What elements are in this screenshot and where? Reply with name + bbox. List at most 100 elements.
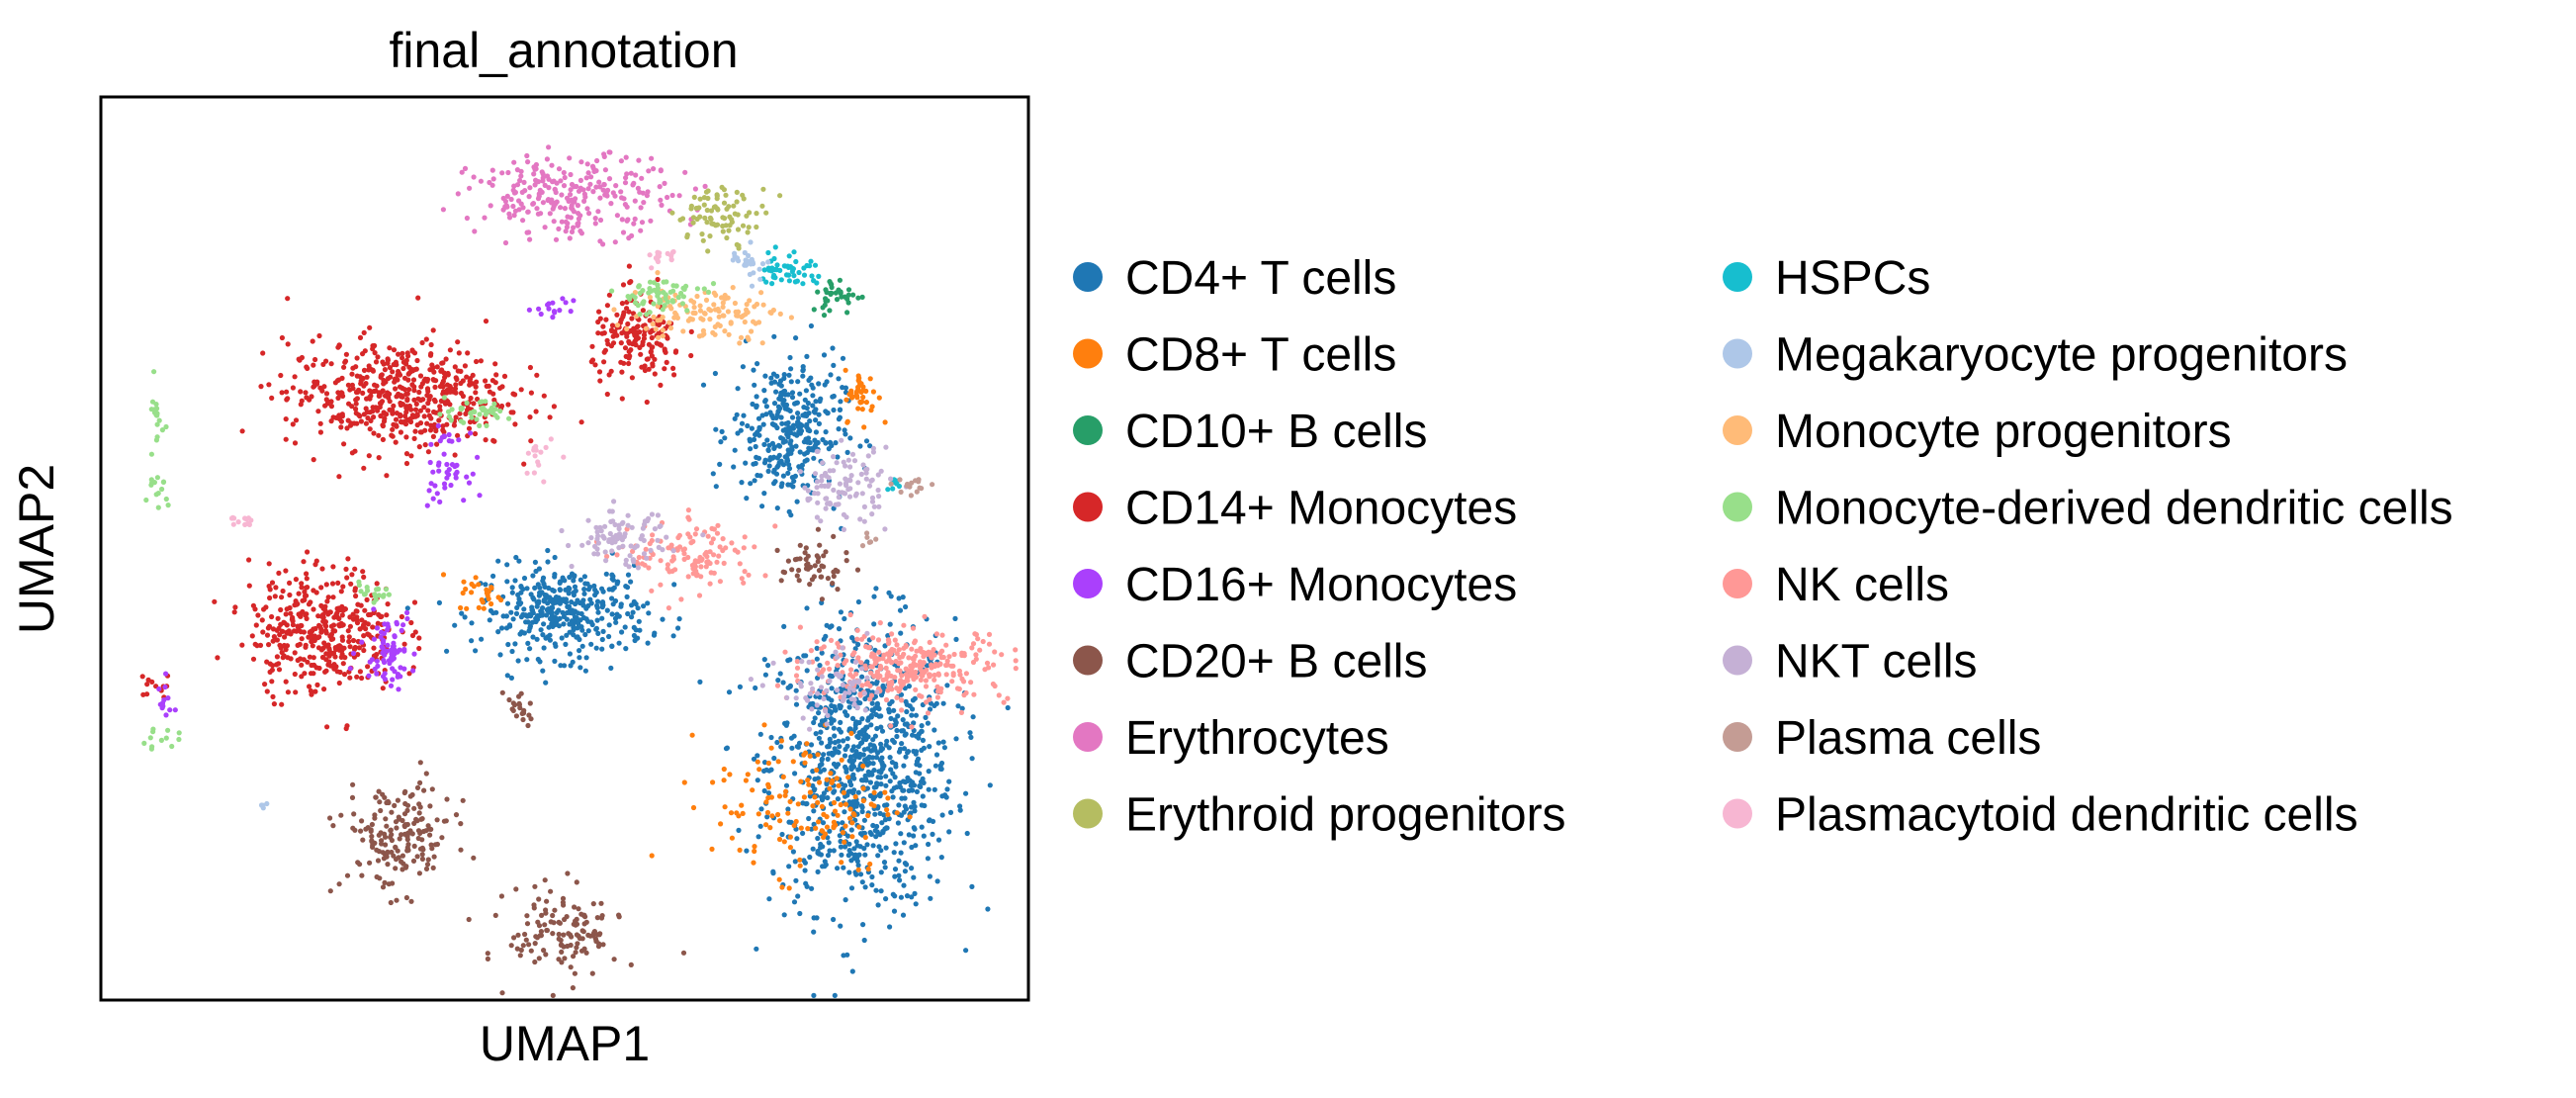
point (520, 218, 526, 224)
point (841, 526, 847, 533)
point (393, 819, 400, 825)
point (368, 611, 374, 618)
point (350, 825, 356, 831)
point (328, 404, 334, 410)
series-3 (139, 263, 694, 732)
point (163, 671, 169, 677)
point (298, 613, 304, 619)
point (594, 617, 600, 623)
point (810, 846, 816, 852)
point (271, 634, 277, 640)
point (735, 212, 741, 218)
point (504, 562, 510, 568)
point (451, 422, 457, 428)
point (768, 734, 774, 741)
point (538, 929, 545, 935)
point (490, 437, 496, 443)
point (431, 377, 437, 383)
point (524, 152, 530, 159)
point (901, 622, 907, 628)
point (660, 547, 666, 553)
point (844, 550, 849, 556)
point (409, 348, 416, 354)
point (239, 642, 245, 648)
point (252, 641, 258, 647)
point (552, 907, 558, 913)
point (423, 828, 429, 834)
point (570, 659, 576, 665)
point (843, 764, 848, 771)
point (760, 186, 766, 192)
point (688, 352, 694, 359)
point (638, 536, 644, 542)
point (360, 837, 366, 843)
point (453, 375, 459, 381)
point (844, 418, 850, 424)
point (904, 708, 910, 715)
point (819, 674, 825, 680)
point (815, 559, 821, 565)
point (304, 571, 310, 577)
point (215, 655, 221, 661)
point (795, 744, 802, 750)
point (740, 223, 747, 229)
point (655, 334, 662, 340)
point (791, 733, 797, 739)
point (860, 922, 866, 928)
point (732, 250, 738, 256)
point (380, 645, 386, 652)
point (372, 815, 378, 821)
point (620, 543, 626, 549)
point (452, 452, 458, 458)
point (846, 726, 852, 732)
point (552, 310, 558, 316)
point (896, 595, 902, 601)
point (791, 431, 798, 437)
point (884, 825, 890, 831)
point (841, 459, 846, 465)
point (859, 683, 865, 688)
point (328, 636, 334, 643)
point (815, 752, 821, 758)
series-15 (228, 248, 676, 528)
point (861, 817, 868, 823)
point (276, 667, 283, 673)
point (318, 585, 324, 591)
point (279, 701, 285, 707)
point (754, 224, 759, 230)
point (645, 640, 651, 646)
point (757, 823, 763, 829)
point (400, 622, 406, 628)
point (835, 454, 841, 460)
point (328, 623, 334, 629)
point (425, 857, 431, 863)
point (987, 782, 993, 788)
point (163, 712, 169, 718)
point (853, 871, 859, 877)
point (809, 706, 815, 712)
point (540, 668, 546, 674)
point (526, 712, 532, 718)
point (829, 284, 835, 291)
point (943, 642, 949, 648)
point (321, 686, 327, 692)
point (793, 687, 799, 693)
point (815, 776, 822, 781)
point (802, 397, 808, 403)
point (815, 667, 821, 673)
point (785, 434, 791, 440)
point (235, 519, 241, 525)
point (530, 573, 536, 579)
point (567, 629, 573, 635)
point (569, 205, 575, 211)
point (795, 379, 801, 385)
plot-frame (99, 95, 1030, 1002)
point (908, 493, 915, 499)
point (387, 365, 393, 371)
point (878, 666, 884, 672)
point (562, 916, 568, 923)
point (741, 412, 747, 418)
point (901, 882, 907, 888)
point (400, 355, 405, 361)
point (449, 438, 455, 444)
